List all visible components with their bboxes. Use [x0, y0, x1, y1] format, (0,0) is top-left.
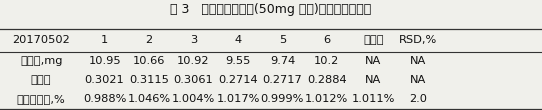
Text: 3: 3 — [190, 35, 197, 45]
Text: 1.004%: 1.004% — [172, 94, 215, 104]
Text: 1: 1 — [101, 35, 108, 45]
Text: 0.2884: 0.2884 — [307, 75, 347, 85]
Text: 10.2: 10.2 — [314, 56, 339, 66]
Text: 称样量,mg: 称样量,mg — [20, 56, 62, 66]
Text: 1.011%: 1.011% — [352, 94, 395, 104]
Text: 10.66: 10.66 — [133, 56, 165, 66]
Text: 1.012%: 1.012% — [305, 94, 349, 104]
Text: 吸光度: 吸光度 — [31, 75, 51, 85]
Text: 2: 2 — [145, 35, 153, 45]
Text: 0.3021: 0.3021 — [85, 75, 125, 85]
Text: NA: NA — [410, 56, 426, 66]
Text: NA: NA — [365, 75, 382, 85]
Text: 10.92: 10.92 — [177, 56, 210, 66]
Text: 1.017%: 1.017% — [216, 94, 260, 104]
Text: 5: 5 — [279, 35, 286, 45]
Text: 0.3115: 0.3115 — [129, 75, 169, 85]
Text: 10.95: 10.95 — [88, 56, 121, 66]
Text: 1.046%: 1.046% — [127, 94, 171, 104]
Text: 9.74: 9.74 — [270, 56, 295, 66]
Text: NA: NA — [365, 56, 382, 66]
Text: 0.999%: 0.999% — [261, 94, 304, 104]
Text: RSD,%: RSD,% — [399, 35, 437, 45]
Text: 表 3   胶体果胶铋胶囊(50mg 规格)重复性测定结果: 表 3 胶体果胶铋胶囊(50mg 规格)重复性测定结果 — [170, 3, 372, 16]
Text: 平均值: 平均值 — [363, 35, 384, 45]
Text: 4: 4 — [234, 35, 242, 45]
Text: 2.0: 2.0 — [409, 94, 427, 104]
Text: 6: 6 — [323, 35, 331, 45]
Text: 0.3061: 0.3061 — [173, 75, 214, 85]
Text: 9.55: 9.55 — [225, 56, 250, 66]
Text: 0.2714: 0.2714 — [218, 75, 258, 85]
Text: 0.2717: 0.2717 — [262, 75, 302, 85]
Text: 20170502: 20170502 — [12, 35, 70, 45]
Text: 游离铋含量,%: 游离铋含量,% — [17, 94, 66, 104]
Text: 0.988%: 0.988% — [83, 94, 126, 104]
Text: NA: NA — [410, 75, 426, 85]
